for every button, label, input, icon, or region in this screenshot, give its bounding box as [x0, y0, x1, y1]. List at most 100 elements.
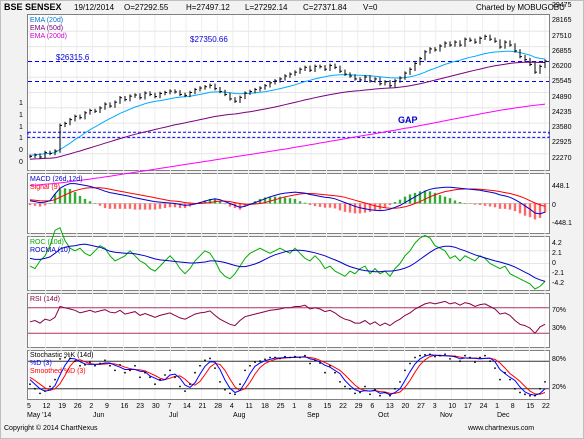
x-tick-label: 3 [432, 403, 437, 410]
legend-rocma: ROCMA (10) [30, 247, 71, 254]
macd-histogram-bar [288, 198, 292, 204]
x-tick-label: 7 [167, 403, 172, 410]
macd-histogram-bar [528, 203, 532, 218]
macd-histogram-bar [133, 203, 137, 210]
stoch-k-point [354, 392, 356, 395]
roc-tick: -4.2 [552, 280, 565, 287]
stoch-k-point [109, 364, 111, 367]
stoch-k-point [274, 356, 276, 359]
month-label: May '14 [27, 412, 52, 419]
roc-tick: 0 [552, 260, 556, 267]
macd-histogram-bar [128, 203, 132, 209]
macd-histogram-bar [408, 194, 412, 204]
x-tick-label: 8 [510, 403, 515, 410]
legend-rsi: RSI (14d) [30, 296, 60, 303]
stoch-k-point [344, 385, 346, 388]
stoch-k-point [464, 354, 466, 357]
stoch-k-point [179, 385, 181, 388]
macd-histogram-bar [158, 203, 162, 209]
x-tick-label: 16 [120, 403, 129, 410]
x-tick-label: 20 [401, 403, 410, 410]
macd-histogram-bar [458, 201, 462, 204]
high-label: H=27497.12 [186, 3, 230, 12]
macd-histogram-bar [118, 203, 122, 209]
macd-histogram-bar [488, 203, 492, 207]
price-tick: 26855 [552, 48, 572, 55]
x-tick-label: 13 [385, 403, 394, 410]
stoch-k-point [424, 353, 426, 356]
stoch-k-point [479, 356, 481, 359]
stoch-k-point [289, 356, 291, 359]
macd-histogram-bar [208, 198, 212, 204]
macd-line [29, 183, 546, 215]
stoch-k-point [224, 388, 226, 391]
legend-macd: MACD (26d,12d) [30, 176, 83, 183]
macd-histogram-bar [358, 203, 362, 214]
stoch-k-point [149, 376, 151, 379]
stoch-k-point [104, 359, 106, 362]
x-tick-label: 29 [354, 403, 363, 410]
stoch-k-point [264, 358, 266, 361]
ema200-line [29, 103, 546, 186]
stoch-k-point [454, 355, 456, 358]
stoch-k-point [69, 357, 71, 360]
stoch-k-point [259, 360, 261, 363]
stoch-k-point [194, 371, 196, 374]
macd-histogram-bar [383, 203, 387, 208]
x-tick-label: 15 [323, 403, 332, 410]
price-tick: 22925 [552, 139, 572, 146]
month-label: Aug [233, 412, 246, 419]
stoch-k-point [284, 355, 286, 358]
stoch-k-point [519, 391, 521, 394]
stoch-k-point [124, 371, 126, 374]
x-tick-label: 1 [495, 403, 500, 410]
credit-label: Charted by MOBUGOBU [476, 3, 565, 12]
macd-histogram-bar [103, 203, 107, 209]
macd-histogram-bar [278, 196, 282, 204]
stoch-k-point [239, 383, 241, 386]
stoch-k-point [469, 356, 471, 359]
macd-histogram-bar [88, 201, 92, 204]
x-tick-label: 19 [58, 403, 66, 410]
stoch-k-point [209, 357, 211, 360]
x-tick-label: 2 [89, 403, 94, 410]
stoch-k-point [249, 364, 251, 367]
macd-histogram-bar [168, 203, 172, 208]
x-tick-label: 23 [136, 403, 145, 410]
macd-histogram-bar [473, 203, 477, 205]
x-tick-label: 1 [292, 403, 297, 410]
macd-histogram-bar [78, 195, 82, 204]
stoch-k-point [329, 364, 331, 367]
macd-histogram-bar [338, 203, 342, 211]
x-tick-label: 14 [183, 403, 191, 410]
macd-histogram-bar [478, 203, 482, 206]
price-tick: 23580 [552, 124, 572, 131]
stoch-k-point [459, 360, 461, 363]
month-label: Dec [497, 412, 510, 419]
ema50-line [29, 61, 545, 160]
stoch-k-point [54, 378, 56, 381]
macd-histogram-bar [468, 203, 472, 204]
gap-band [27, 131, 550, 138]
macd-histogram-bar [348, 203, 352, 213]
macd-histogram-bar [513, 203, 517, 212]
stoch-k-point [134, 364, 136, 367]
macd-histogram-bar [33, 203, 37, 206]
macd-histogram-bar [48, 203, 52, 204]
macd-histogram-bar [63, 188, 67, 204]
legend-roc: ROC (10d) [30, 239, 64, 246]
macd-histogram-bar [318, 203, 322, 207]
stoch-k-point [204, 359, 206, 362]
macd-histogram-bar [28, 203, 32, 206]
macd-histogram-bar [43, 203, 47, 206]
macd-histogram-bar [363, 203, 367, 213]
resistance-label: $27350.66 [190, 35, 228, 44]
macd-histogram-bar [388, 203, 392, 206]
macd-histogram-bar [123, 203, 127, 209]
stoch-k-point [324, 371, 326, 374]
stoch-k-point [164, 374, 166, 376]
legend-stoch-k: Stochastic %K (14d) [30, 352, 94, 359]
stoch-k-point [514, 387, 516, 390]
stoch-tick: 80% [552, 356, 567, 363]
x-tick-label: 9 [105, 403, 109, 410]
